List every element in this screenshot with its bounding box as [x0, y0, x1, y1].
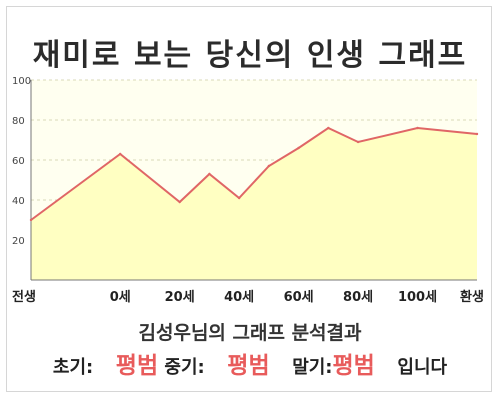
- data-point: [208, 172, 211, 176]
- ending-text: 입니다: [397, 357, 448, 378]
- late-label: 말기:: [292, 357, 333, 378]
- late-value: 평범: [332, 353, 375, 379]
- y-tick-label: 60: [12, 156, 25, 167]
- mid-value: 평범: [227, 353, 270, 379]
- x-tick-label: 환생: [460, 289, 484, 305]
- data-point: [356, 140, 360, 144]
- x-tick-label: 100세: [398, 290, 437, 305]
- y-tick-label: 80: [12, 116, 25, 127]
- life-area-fill: [31, 128, 477, 280]
- data-point: [297, 146, 300, 150]
- data-point: [327, 126, 330, 130]
- y-tick-label: 40: [12, 196, 25, 207]
- x-axis-ticks: 전생 0세 20세 40세 60세 80세 100세 환생: [12, 289, 484, 305]
- early-label: 초기:: [52, 357, 94, 378]
- data-point: [29, 218, 33, 222]
- x-tick-label: 전생: [12, 289, 36, 305]
- data-point: [267, 164, 271, 168]
- data-point: [416, 126, 419, 130]
- early-value: 평범: [115, 353, 159, 379]
- y-axis-ticks: 20 40 60 80 100: [12, 76, 31, 247]
- x-tick-label: 80세: [343, 290, 373, 305]
- page-title: 재미로 보는 당신의 인생 그래프: [32, 38, 468, 73]
- x-tick-label: 20세: [165, 290, 195, 305]
- y-tick-label: 100: [12, 76, 31, 87]
- data-point: [475, 132, 479, 136]
- x-tick-label: 60세: [284, 290, 314, 305]
- data-point: [178, 200, 181, 204]
- mid-label: 중기:: [164, 357, 205, 378]
- data-point: [237, 196, 241, 200]
- chart-frame: [6, 6, 492, 392]
- data-point: [119, 152, 122, 156]
- analysis-result: 초기: 평범 중기: 평범 말기:평범 입니다: [0, 346, 500, 380]
- analysis-heading: 김성우님의 그래프 분석결과: [138, 322, 362, 344]
- y-tick-label: 20: [12, 236, 25, 247]
- x-tick-label: 0세: [110, 290, 131, 305]
- x-tick-label: 40세: [224, 290, 254, 305]
